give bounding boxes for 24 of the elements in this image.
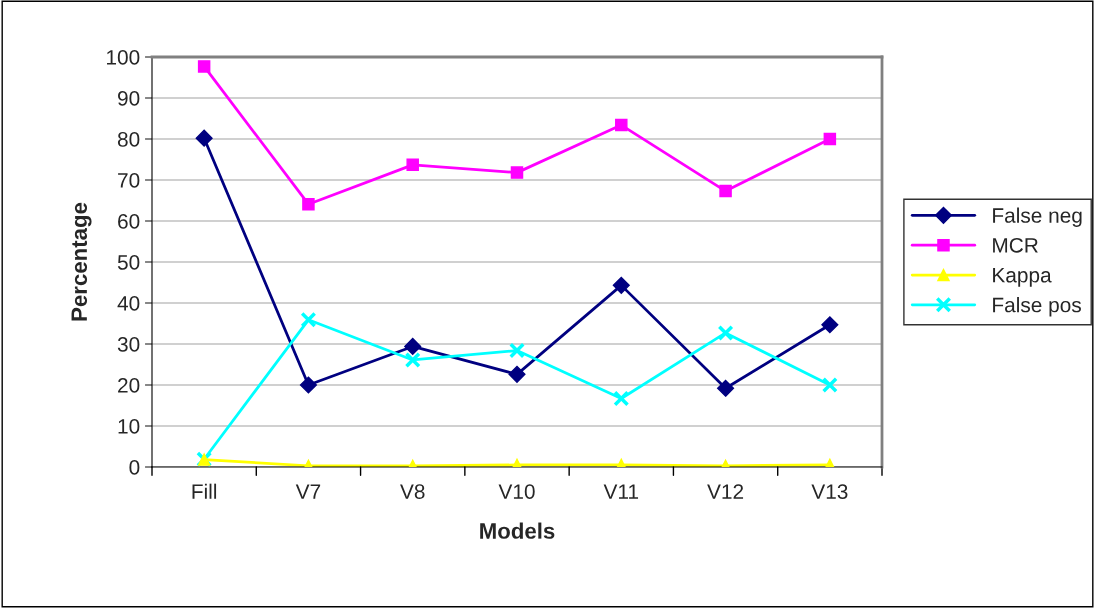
y-tick-label: 0 <box>129 460 140 475</box>
x-tick-label: V10 <box>498 484 535 499</box>
y-tick-label: 70 <box>118 173 140 188</box>
legend-label: MCR <box>993 237 1038 253</box>
y-tick-label: 30 <box>117 337 140 352</box>
x-tick-label: V8 <box>400 484 425 499</box>
x-tick-label: Fill <box>192 483 217 499</box>
y-tick-label: 80 <box>117 132 140 147</box>
legend-label: Kappa <box>993 267 1052 287</box>
x-axis-title: Models <box>480 522 555 539</box>
x-tick-label: V12 <box>707 484 744 499</box>
y-axis-title: Percentage <box>71 202 92 321</box>
legend-label: False neg <box>993 207 1082 227</box>
x-tick-label: V13 <box>811 484 848 499</box>
y-tick-label: 40 <box>117 296 140 311</box>
x-tick-label: V7 <box>295 484 321 499</box>
y-tick-label: 100 <box>107 50 140 65</box>
y-tick-label: 20 <box>118 378 140 393</box>
legend-label: False pos <box>993 297 1081 317</box>
y-tick-label: 10 <box>118 419 140 434</box>
y-tick-label: 60 <box>118 214 140 229</box>
x-tick-label: V11 <box>603 484 639 499</box>
y-tick-label: 90 <box>118 91 140 106</box>
y-tick-label: 50 <box>117 255 140 270</box>
